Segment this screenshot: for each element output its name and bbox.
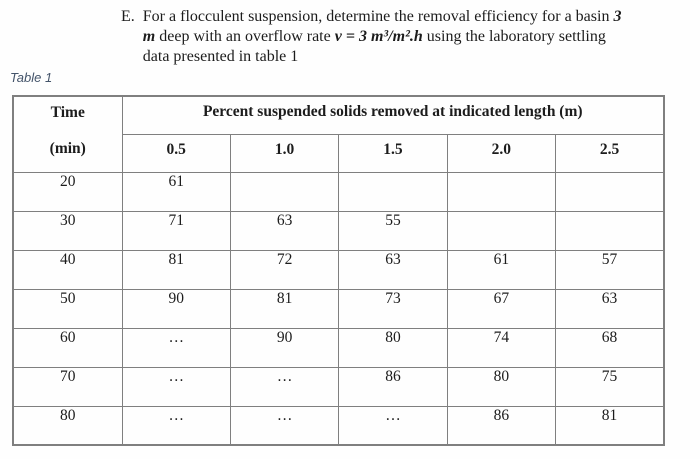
time-cell: 30 xyxy=(12,210,123,251)
problem-label: E. xyxy=(121,8,135,25)
problem-text-segment: v = 3 m³/m².h xyxy=(334,28,423,45)
time-header-line1: Time xyxy=(50,104,85,121)
value-cell xyxy=(446,210,557,251)
time-header-line2: (min) xyxy=(49,140,86,157)
col-header-length-2.5: 2.5 xyxy=(555,133,665,173)
time-cell: 70 xyxy=(12,366,123,407)
problem-line: m deep with an overflow rate v = 3 m³/m²… xyxy=(143,27,622,47)
problem-text-segment: 3 xyxy=(613,8,622,25)
value-cell: 63 xyxy=(229,210,340,251)
value-cell: 86 xyxy=(338,366,448,407)
table-row: 60… 90 80 74 68 xyxy=(12,327,665,368)
problem-text-segment: deep with an overflow rate xyxy=(155,28,335,45)
problem-line: data presented in table 1 xyxy=(143,47,622,67)
value-cell: 55 xyxy=(338,210,448,251)
time-cell: 80 xyxy=(12,405,123,446)
table-row: 30 71 63 55 xyxy=(12,210,665,251)
value-cell: … xyxy=(229,366,340,407)
time-cell: 50 xyxy=(12,288,123,329)
value-cell xyxy=(229,171,340,212)
col-header-length-1.5: 1.5 xyxy=(338,133,448,173)
problem-text-segment: data presented in table 1 xyxy=(142,48,299,65)
problem-text-segment: m xyxy=(142,28,156,45)
value-cell: 75 xyxy=(555,366,665,407)
settling-data-table: Time (min) Percent suspended solids remo… xyxy=(12,95,665,446)
value-cell: … xyxy=(229,405,340,446)
value-cell: 57 xyxy=(555,249,665,290)
problem-text-segment: For a flocculent suspension, determine t… xyxy=(142,8,614,25)
value-cell: 63 xyxy=(555,288,665,329)
value-cell xyxy=(338,171,448,212)
time-cell: 60 xyxy=(12,327,123,368)
value-cell: 68 xyxy=(555,327,665,368)
value-cell: … xyxy=(338,405,448,446)
value-cell: 71 xyxy=(121,210,231,251)
length-header-row: 0.5 1.0 1.5 2.0 2.5 xyxy=(13,133,665,173)
problem-line: For a flocculent suspension, determine t… xyxy=(143,7,622,27)
value-cell: 81 xyxy=(121,249,231,290)
value-cell: 72 xyxy=(229,249,340,290)
problem-text-segment: using the laboratory settling xyxy=(422,28,606,45)
value-cell: 61 xyxy=(446,249,557,290)
value-cell: 63 xyxy=(338,249,448,290)
table-caption: Table 1 xyxy=(10,70,53,85)
time-cell: 40 xyxy=(12,249,123,290)
value-cell: 80 xyxy=(446,366,557,407)
value-cell: 67 xyxy=(446,288,557,329)
value-cell: 81 xyxy=(555,405,665,446)
value-cell: 61 xyxy=(121,171,231,212)
col-header-length-1.0: 1.0 xyxy=(229,133,340,173)
value-cell: 73 xyxy=(338,288,448,329)
table-row: 70…… 86 80 75 xyxy=(12,366,665,407)
col-header-percent-removed: Percent suspended solids removed at indi… xyxy=(121,95,665,135)
problem-lines: For a flocculent suspension, determine t… xyxy=(143,7,622,67)
table-row: 50 90 81 73 67 63 xyxy=(12,288,665,329)
value-cell: 90 xyxy=(229,327,340,368)
value-cell: 81 xyxy=(229,288,340,329)
table-row: 40 81 72 63 61 57 xyxy=(12,249,665,290)
value-cell: … xyxy=(121,366,231,407)
value-cell xyxy=(446,171,557,212)
value-cell: 90 xyxy=(121,288,231,329)
value-cell xyxy=(555,210,665,251)
table-row: 20 61 xyxy=(12,171,665,212)
value-cell: 80 xyxy=(338,327,448,368)
time-cell: 20 xyxy=(12,171,123,212)
table-row: 80……… 86 81 xyxy=(12,405,665,446)
value-cell: 86 xyxy=(446,405,557,446)
col-header-time: Time (min) xyxy=(12,95,123,173)
value-cell: … xyxy=(121,405,231,446)
value-cell: 74 xyxy=(446,327,557,368)
table-body: 20 61 30 71 63 55 40 81 72 63 61 57 50 90 81 73 67 63 60… 9… xyxy=(12,171,665,446)
col-header-length-2.0: 2.0 xyxy=(446,133,557,173)
value-cell xyxy=(555,171,665,212)
value-cell: … xyxy=(121,327,231,368)
col-header-length-0.5: 0.5 xyxy=(121,133,231,173)
problem-statement: E. For a flocculent suspension, determin… xyxy=(121,7,700,67)
